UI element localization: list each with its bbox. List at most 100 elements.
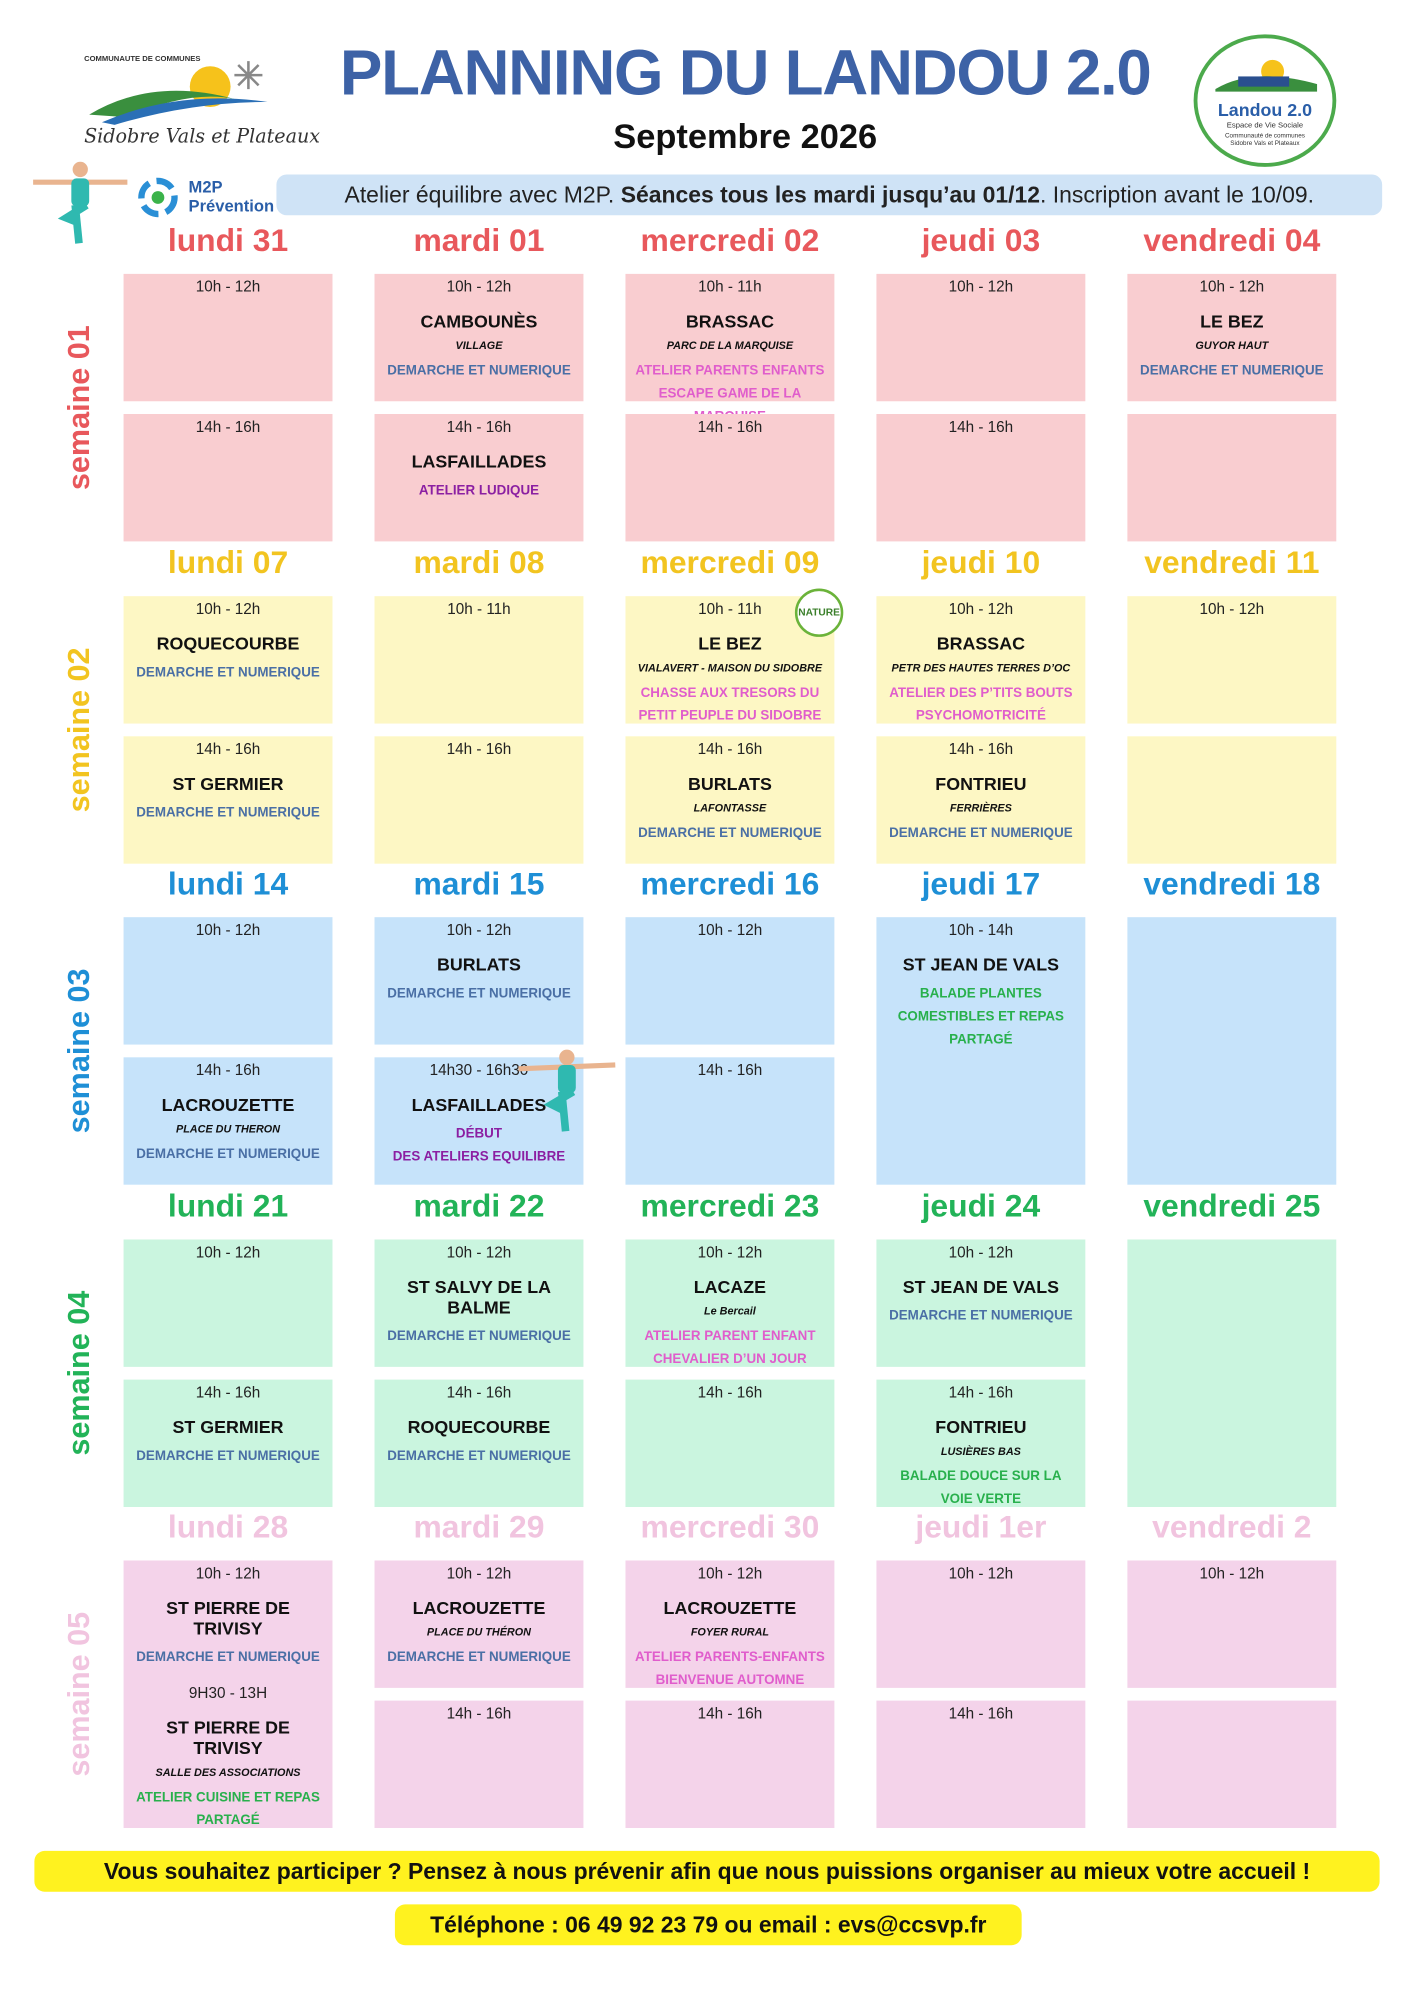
day-cell: 10h - 12h ST SALVY DE LA BALME DEMARCHE ET…: [374, 1238, 584, 1367]
day-cell: 14h - 16h: [876, 414, 1086, 542]
slot: 10h - 12h: [1200, 1564, 1265, 1597]
footer-contact: Téléphone : 06 49 92 23 79 ou email : ev…: [394, 1904, 1022, 1946]
slot: 10h - 14h ST JEAN DE VALS BALADE PLANTES C…: [884, 921, 1078, 1051]
yoga-figure: [33, 161, 128, 244]
m2p-tag: Prévention: [188, 196, 275, 216]
day-cell: [1127, 735, 1337, 864]
day-cell: 14h - 16h FONTRIEU FERRIÈRES DEMARCHE ET NU…: [876, 735, 1086, 864]
slot: 10h - 12h: [196, 278, 261, 311]
slot: 10h - 12h ST PIERRE DE TRIVISY DEMARCHE ET…: [131, 1564, 325, 1668]
slot-time: 10h - 12h: [1199, 1564, 1265, 1583]
day-cell: 14h - 16h FONTRIEU LUSIÈRES BAS BALADE DOUC…: [876, 1378, 1086, 1507]
day-cell: 14h - 16h: [374, 735, 584, 864]
slot: 14h - 16h: [447, 1704, 512, 1737]
place: BURLATS: [687, 772, 772, 793]
day-name: mardi 08: [413, 544, 545, 581]
day-cell: [1127, 917, 1337, 1185]
slot-time: 14h - 16h: [195, 1061, 261, 1079]
week-label: semaine 04: [62, 1290, 97, 1456]
slot: 14h - 16h ST GERMIER DEMARCHE ET NUMERIQUE: [136, 1383, 320, 1467]
slot-time: 10h - 12h: [948, 1564, 1014, 1583]
slot: 10h - 12h CAMBOUNÈS VILLAGE DEMARCHE ET NUM…: [387, 278, 571, 382]
day-name: jeudi 1er: [915, 1509, 1047, 1546]
slot: 10h - 12h: [698, 921, 763, 954]
day-cell: 14h - 16h: [876, 1700, 1086, 1829]
day-name: vendredi 04: [1143, 222, 1321, 259]
activity: DEMARCHE ET NUMERIQUE: [136, 1649, 320, 1665]
calendar: semaine 01 lundi 31 10h - 12h 14h - 16h mard…: [62, 222, 1337, 1829]
day-name: lundi 31: [167, 222, 289, 259]
badge-line: Communauté de communes: [1224, 132, 1305, 141]
activity: DES ATELIERS EQUILIBRE: [392, 1149, 566, 1165]
day-name: jeudi 17: [921, 866, 1041, 902]
org-small: COMMUNAUTE DE COMMUNES: [84, 56, 201, 64]
day-cell: 14h - 16h: [625, 1700, 835, 1829]
place-detail: LAFONTASSE: [693, 800, 767, 814]
slot: 14h - 16h ST GERMIER DEMARCHE ET NUMERIQUE: [136, 739, 320, 823]
slot: 14h - 16h: [698, 418, 763, 451]
place-detail: Le Bercail: [704, 1303, 756, 1317]
day-cell: 10h - 12h ST PIERRE DE TRIVISY DEMARCHE ET…: [123, 1560, 333, 1829]
slot-time: 10h - 11h: [698, 277, 762, 296]
slot: 10h - 12h ROQUECOURBE DEMARCHE ET NUMERIQU…: [136, 599, 320, 683]
activity: DEMARCHE ET NUMERIQUE: [387, 1447, 571, 1464]
slot-time: 10h - 14h: [948, 921, 1014, 939]
day-cell: 14h - 16h ROQUECOURBE DEMARCHE ET NUMERIQU…: [374, 1378, 584, 1507]
day-cell: 10h - 12h LE BEZ GUYOR HAUT DEMARCHE ET NUM…: [1127, 273, 1337, 402]
activity: DEMARCHE ET NUMERIQUE: [136, 804, 320, 820]
slot-time: 10h - 12h: [697, 1242, 763, 1261]
place: ST JEAN DE VALS: [902, 1275, 1060, 1297]
slot-time: 10h - 12h: [195, 599, 261, 618]
activity: DÉBUT: [455, 1126, 503, 1142]
day-cell: 10h - 14h ST JEAN DE VALS BALADE PLANTES C…: [876, 917, 1086, 1185]
slot: 10h - 12h LACROUZETTE PLACE DU THÉRON DEMAR…: [387, 1564, 571, 1668]
day-name: mardi 29: [413, 1509, 545, 1546]
slot-time: 10h - 12h: [446, 921, 512, 939]
activity: BALADE DOUCE SUR LA VOIE VERTE: [900, 1468, 1062, 1507]
place: BRASSAC: [936, 632, 1025, 653]
slot: 14h - 16h FONTRIEU FERRIÈRES DEMARCHE ET NU…: [889, 739, 1073, 843]
day-cell: 10h - 12h BURLATS DEMARCHE ET NUMERIQUE: [374, 917, 584, 1045]
place: FONTRIEU: [935, 1415, 1027, 1437]
day-cell: 14h - 16h LACROUZETTE PLACE DU THERON DEMAR…: [123, 1057, 333, 1185]
slot: 9H30 - 13H ST PIERRE DE TRIVISY SALLE DES …: [131, 1679, 325, 1832]
slot-time: 10h - 12h: [1199, 599, 1265, 618]
slot-time: 10h - 12h: [1199, 277, 1265, 296]
place: FONTRIEU: [935, 772, 1027, 793]
slot: 14h - 16h: [196, 418, 261, 451]
day-name: vendredi 11: [1144, 544, 1320, 581]
day-name: jeudi 10: [921, 544, 1041, 581]
activity: DEMARCHE ET NUMERIQUE: [889, 824, 1073, 841]
day-cell: 14h - 16h: [625, 1057, 835, 1185]
activity: BALADE PLANTES COMESTIBLES ET REPAS PART…: [897, 985, 1064, 1048]
day-name: mercredi 30: [640, 1509, 820, 1546]
slot: 10h - 12h LACAZE Le Bercail ATELIER PARENT …: [633, 1243, 827, 1370]
place-detail: FOYER RURAL: [690, 1625, 770, 1639]
banner-intro: Atelier équilibre avec M2P.: [344, 182, 615, 208]
badge-name: Landou 2.0: [1217, 99, 1313, 120]
slot: 10h - 12h LACROUZETTE FOYER RURAL ATELIER P…: [633, 1564, 827, 1691]
place: ST GERMIER: [172, 772, 284, 793]
day-name: vendredi 25: [1143, 1187, 1321, 1224]
day-cell: 10h - 12h LACROUZETTE PLACE DU THÉRON DEMAR…: [374, 1560, 584, 1688]
day-cell: 10h - 12h: [1127, 595, 1337, 723]
day-name: vendredi 2: [1152, 1509, 1312, 1546]
place-detail: PLACE DU THERON: [175, 1122, 281, 1136]
slot-time: 14h - 16h: [697, 417, 763, 436]
place: BRASSAC: [685, 310, 775, 332]
week-label: semaine 01: [62, 325, 97, 491]
week-label: semaine 05: [62, 1611, 97, 1777]
activity: DEMARCHE ET NUMERIQUE: [387, 363, 571, 379]
slot-time: 10h - 12h: [195, 1242, 261, 1261]
slot: 10h - 12h: [1200, 599, 1265, 632]
day-name: mercredi 23: [640, 1187, 820, 1224]
week-label: semaine 03: [62, 968, 97, 1134]
landou-badge: Landou 2.0 Espace de Vie Sociale Communa…: [1193, 34, 1337, 167]
place: LACAZE: [693, 1275, 767, 1297]
m2p-name: M2P: [188, 177, 223, 197]
slot-time: 14h - 16h: [948, 1382, 1014, 1401]
day-cell: 10h - 12h: [123, 917, 333, 1045]
slot-time: 10h - 12h: [697, 921, 763, 939]
slot-time: 14h - 16h: [446, 1382, 512, 1401]
